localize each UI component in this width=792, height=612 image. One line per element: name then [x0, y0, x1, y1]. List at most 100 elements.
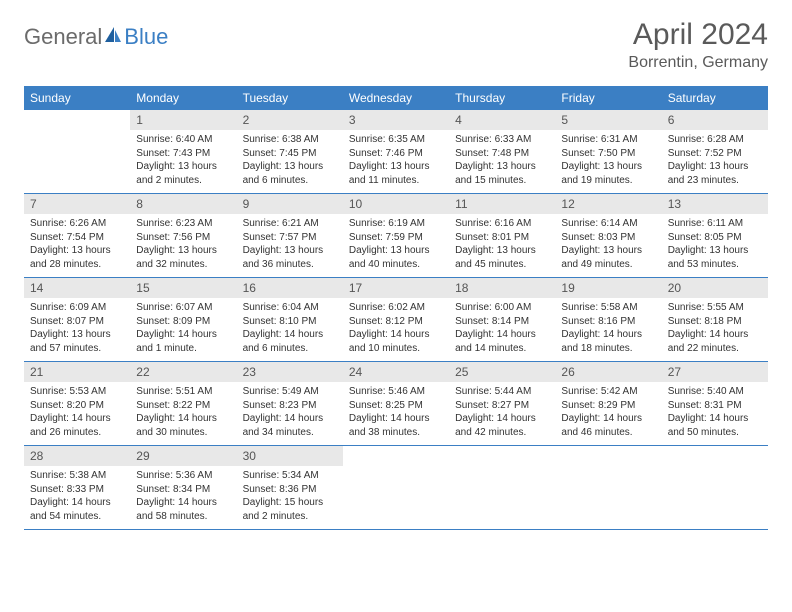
- day-line: and 2 minutes.: [243, 510, 337, 524]
- day-line: Sunset: 7:54 PM: [30, 231, 124, 245]
- day-cell: 21Sunrise: 5:53 AMSunset: 8:20 PMDayligh…: [24, 362, 130, 445]
- day-number: 28: [24, 446, 130, 466]
- day-number: 29: [130, 446, 236, 466]
- day-cell: 15Sunrise: 6:07 AMSunset: 8:09 PMDayligh…: [130, 278, 236, 361]
- day-line: and 26 minutes.: [30, 426, 124, 440]
- day-content: [24, 130, 130, 139]
- day-content: Sunrise: 5:55 AMSunset: 8:18 PMDaylight:…: [662, 298, 768, 361]
- day-content: Sunrise: 6:28 AMSunset: 7:52 PMDaylight:…: [662, 130, 768, 193]
- day-line: Sunrise: 5:46 AM: [349, 385, 443, 399]
- day-content: Sunrise: 6:19 AMSunset: 7:59 PMDaylight:…: [343, 214, 449, 277]
- day-line: Sunset: 7:46 PM: [349, 147, 443, 161]
- day-line: Daylight: 14 hours: [668, 412, 762, 426]
- day-line: Sunset: 7:52 PM: [668, 147, 762, 161]
- day-line: Sunset: 8:18 PM: [668, 315, 762, 329]
- day-line: Sunset: 8:12 PM: [349, 315, 443, 329]
- day-line: Daylight: 13 hours: [243, 160, 337, 174]
- day-line: Sunrise: 5:58 AM: [561, 301, 655, 315]
- day-line: Daylight: 13 hours: [455, 244, 549, 258]
- day-line: and 28 minutes.: [30, 258, 124, 272]
- day-line: Sunset: 8:34 PM: [136, 483, 230, 497]
- day-number: 16: [237, 278, 343, 298]
- day-line: Daylight: 13 hours: [561, 244, 655, 258]
- day-cell: 2Sunrise: 6:38 AMSunset: 7:45 PMDaylight…: [237, 110, 343, 193]
- day-line: and 2 minutes.: [136, 174, 230, 188]
- day-header: Sunday: [24, 86, 130, 110]
- day-line: Sunrise: 5:44 AM: [455, 385, 549, 399]
- day-number: 9: [237, 194, 343, 214]
- day-content: Sunrise: 5:40 AMSunset: 8:31 PMDaylight:…: [662, 382, 768, 445]
- day-cell: 1Sunrise: 6:40 AMSunset: 7:43 PMDaylight…: [130, 110, 236, 193]
- day-content: Sunrise: 5:49 AMSunset: 8:23 PMDaylight:…: [237, 382, 343, 445]
- day-line: Sunset: 7:59 PM: [349, 231, 443, 245]
- day-cell: 20Sunrise: 5:55 AMSunset: 8:18 PMDayligh…: [662, 278, 768, 361]
- day-cell: [662, 446, 768, 529]
- day-line: Sunrise: 6:23 AM: [136, 217, 230, 231]
- day-content: Sunrise: 6:02 AMSunset: 8:12 PMDaylight:…: [343, 298, 449, 361]
- day-line: Daylight: 14 hours: [455, 328, 549, 342]
- day-line: Sunset: 7:50 PM: [561, 147, 655, 161]
- day-line: Daylight: 14 hours: [561, 412, 655, 426]
- day-line: Daylight: 14 hours: [349, 328, 443, 342]
- day-number: 13: [662, 194, 768, 214]
- day-content: Sunrise: 6:16 AMSunset: 8:01 PMDaylight:…: [449, 214, 555, 277]
- day-line: and 23 minutes.: [668, 174, 762, 188]
- day-content: Sunrise: 6:23 AMSunset: 7:56 PMDaylight:…: [130, 214, 236, 277]
- day-cell: 18Sunrise: 6:00 AMSunset: 8:14 PMDayligh…: [449, 278, 555, 361]
- day-content: Sunrise: 5:46 AMSunset: 8:25 PMDaylight:…: [343, 382, 449, 445]
- day-content: Sunrise: 6:09 AMSunset: 8:07 PMDaylight:…: [24, 298, 130, 361]
- week-row: 1Sunrise: 6:40 AMSunset: 7:43 PMDaylight…: [24, 110, 768, 194]
- day-line: Sunrise: 6:21 AM: [243, 217, 337, 231]
- day-line: Sunrise: 6:35 AM: [349, 133, 443, 147]
- day-line: Sunrise: 6:00 AM: [455, 301, 549, 315]
- day-line: Daylight: 14 hours: [455, 412, 549, 426]
- day-content: Sunrise: 6:04 AMSunset: 8:10 PMDaylight:…: [237, 298, 343, 361]
- day-line: Daylight: 14 hours: [561, 328, 655, 342]
- day-content: Sunrise: 6:21 AMSunset: 7:57 PMDaylight:…: [237, 214, 343, 277]
- day-line: Sunrise: 5:34 AM: [243, 469, 337, 483]
- day-cell: 14Sunrise: 6:09 AMSunset: 8:07 PMDayligh…: [24, 278, 130, 361]
- day-line: Sunset: 8:29 PM: [561, 399, 655, 413]
- day-number: 12: [555, 194, 661, 214]
- day-line: Sunrise: 5:53 AM: [30, 385, 124, 399]
- day-line: Daylight: 14 hours: [30, 496, 124, 510]
- day-line: and 10 minutes.: [349, 342, 443, 356]
- day-line: Daylight: 13 hours: [668, 160, 762, 174]
- day-line: Daylight: 14 hours: [243, 412, 337, 426]
- day-line: Sunrise: 5:49 AM: [243, 385, 337, 399]
- day-line: and 57 minutes.: [30, 342, 124, 356]
- day-number: 15: [130, 278, 236, 298]
- day-line: and 36 minutes.: [243, 258, 337, 272]
- month-title: April 2024: [628, 18, 768, 52]
- day-line: Sunrise: 6:07 AM: [136, 301, 230, 315]
- logo-text-blue: Blue: [124, 24, 168, 50]
- day-number: 14: [24, 278, 130, 298]
- day-content: Sunrise: 6:33 AMSunset: 7:48 PMDaylight:…: [449, 130, 555, 193]
- day-line: Sunrise: 6:28 AM: [668, 133, 762, 147]
- day-line: Sunrise: 6:19 AM: [349, 217, 443, 231]
- day-line: Sunset: 7:43 PM: [136, 147, 230, 161]
- day-content: Sunrise: 5:44 AMSunset: 8:27 PMDaylight:…: [449, 382, 555, 445]
- day-line: Daylight: 14 hours: [30, 412, 124, 426]
- day-cell: 10Sunrise: 6:19 AMSunset: 7:59 PMDayligh…: [343, 194, 449, 277]
- day-line: Sunrise: 6:26 AM: [30, 217, 124, 231]
- weeks-container: 1Sunrise: 6:40 AMSunset: 7:43 PMDaylight…: [24, 110, 768, 530]
- day-number: 11: [449, 194, 555, 214]
- week-row: 21Sunrise: 5:53 AMSunset: 8:20 PMDayligh…: [24, 362, 768, 446]
- day-line: Daylight: 13 hours: [561, 160, 655, 174]
- day-content: Sunrise: 6:38 AMSunset: 7:45 PMDaylight:…: [237, 130, 343, 193]
- day-number: 17: [343, 278, 449, 298]
- day-line: Daylight: 13 hours: [455, 160, 549, 174]
- day-line: Sunset: 8:10 PM: [243, 315, 337, 329]
- day-cell: 30Sunrise: 5:34 AMSunset: 8:36 PMDayligh…: [237, 446, 343, 529]
- day-line: and 53 minutes.: [668, 258, 762, 272]
- day-content: Sunrise: 5:38 AMSunset: 8:33 PMDaylight:…: [24, 466, 130, 529]
- day-cell: [24, 110, 130, 193]
- day-number: 20: [662, 278, 768, 298]
- day-line: Sunset: 8:22 PM: [136, 399, 230, 413]
- day-line: and 38 minutes.: [349, 426, 443, 440]
- day-line: Sunset: 8:01 PM: [455, 231, 549, 245]
- day-number: 10: [343, 194, 449, 214]
- day-number: 3: [343, 110, 449, 130]
- day-content: Sunrise: 5:36 AMSunset: 8:34 PMDaylight:…: [130, 466, 236, 529]
